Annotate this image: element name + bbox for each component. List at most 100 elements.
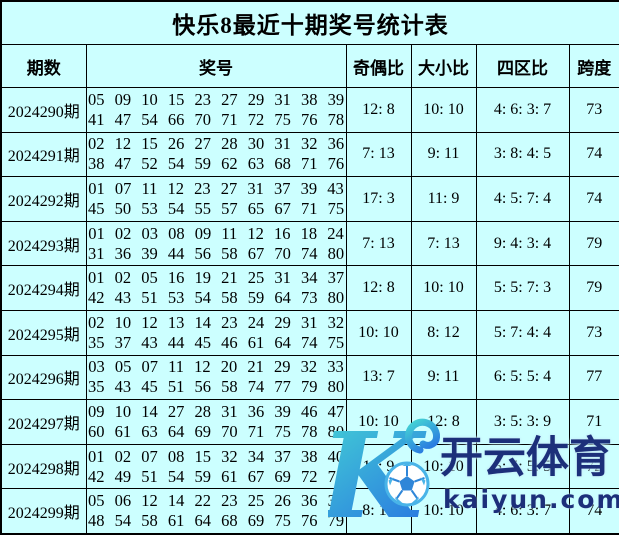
numbers-line-1: 01 07 11 12 23 27 31 37 39 43	[88, 178, 344, 198]
zone-ratio-cell: 4: 6: 3: 7	[475, 488, 570, 535]
table-row: 2024291期 02 12 15 26 27 28 30 31 32 36 3…	[0, 131, 619, 178]
big-small-cell: 8: 12	[410, 309, 477, 356]
odd-even-cell: 12: 8	[345, 87, 412, 133]
numbers-line-1: 05 09 10 15 23 27 29 31 38 39	[87, 89, 345, 109]
numbers-line-1: 09 10 14 27 28 31 36 39 46 47	[87, 401, 345, 421]
span-cell: 79	[568, 265, 619, 311]
page-title: 快乐8最近十期奖号统计表	[0, 0, 619, 45]
numbers-line-2: 41 47 54 66 70 71 72 75 76 78	[87, 109, 345, 129]
period-cell: 2024293期	[0, 220, 87, 267]
title-row: 快乐8最近十期奖号统计表	[0, 0, 619, 45]
odd-even-cell: 7: 13	[345, 220, 412, 267]
big-small-cell: 10: 10	[410, 488, 477, 535]
odd-even-cell: 11: 9	[345, 443, 412, 490]
odd-even-cell: 8: 12	[345, 488, 412, 535]
span-cell: 77	[568, 354, 619, 401]
big-small-cell: 10: 10	[410, 443, 477, 490]
period-cell: 2024290期	[0, 87, 87, 133]
numbers-cell: 09 10 14 27 28 31 36 39 46 47 60 61 63 6…	[85, 399, 347, 445]
period-cell: 2024291期	[0, 131, 87, 178]
period-cell: 2024299期	[0, 488, 87, 535]
numbers-line-2: 31 36 39 44 56 58 67 70 74 80	[87, 243, 345, 263]
big-small-cell: 10: 10	[410, 87, 477, 133]
numbers-line-2: 35 37 43 44 45 46 61 64 74 75	[87, 332, 345, 352]
odd-even-cell: 13: 7	[345, 354, 412, 401]
numbers-cell: 02 10 12 13 14 23 24 29 31 32 35 37 43 4…	[85, 309, 347, 356]
span-cell: 73	[568, 87, 619, 133]
table-row: 2024292期 01 07 11 12 23 27 31 37 39 43 4…	[0, 176, 619, 222]
numbers-cell: 05 09 10 15 23 27 29 31 38 39 41 47 54 6…	[85, 87, 347, 133]
span-cell: 72	[568, 443, 619, 490]
numbers-line-1: 01 02 07 08 15 32 34 37 38 40	[87, 446, 345, 466]
span-cell: 71	[568, 399, 619, 445]
odd-even-cell: 12: 8	[345, 265, 412, 311]
table-row: 2024290期 05 09 10 15 23 27 29 31 38 39 4…	[0, 87, 619, 133]
big-small-cell: 12: 8	[410, 399, 477, 445]
big-small-cell: 10: 10	[410, 265, 477, 311]
big-small-cell: 7: 13	[410, 220, 477, 267]
numbers-line-1: 01 02 05 16 19 21 25 31 34 37	[87, 268, 345, 288]
table-row: 2024295期 02 10 12 13 14 23 24 29 31 32 3…	[0, 309, 619, 356]
span-cell: 73	[568, 309, 619, 356]
big-small-cell: 9: 11	[410, 131, 477, 178]
numbers-line-2: 35 43 45 51 56 58 74 77 79 80	[87, 377, 345, 397]
column-header-span: 跨度	[568, 44, 619, 88]
zone-ratio-cell: 6: 5: 5: 4	[475, 354, 570, 401]
table-row: 2024299期 05 06 12 14 22 23 25 26 36 39 4…	[0, 488, 619, 535]
column-header-big-small: 大小比	[410, 44, 477, 88]
column-header-numbers: 奖号	[85, 44, 347, 88]
table-row: 2024296期 03 05 07 11 12 20 21 29 32 33 3…	[0, 354, 619, 401]
numbers-cell: 05 06 12 14 22 23 25 26 36 39 48 54 58 6…	[85, 488, 347, 535]
numbers-cell: 01 02 03 08 09 11 12 16 18 24 31 36 39 4…	[85, 220, 347, 267]
odd-even-cell: 7: 13	[345, 131, 412, 178]
period-cell: 2024295期	[0, 309, 87, 356]
numbers-line-2: 38 47 52 54 59 62 63 68 71 76	[87, 154, 345, 174]
numbers-cell: 03 05 07 11 12 20 21 29 32 33 35 43 45 5…	[85, 354, 347, 401]
period-cell: 2024296期	[0, 354, 87, 401]
numbers-line-1: 05 06 12 14 22 23 25 26 36 39	[87, 491, 345, 511]
header-row: 期数 奖号 奇偶比 大小比 四区比 跨度	[0, 44, 619, 88]
numbers-line-1: 02 10 12 13 14 23 24 29 31 32	[87, 312, 345, 332]
numbers-cell: 02 12 15 26 27 28 30 31 32 36 38 47 52 5…	[85, 131, 347, 178]
zone-ratio-cell: 9: 4: 3: 4	[475, 220, 570, 267]
span-cell: 74	[568, 176, 619, 222]
numbers-line-1: 02 12 15 26 27 28 30 31 32 36	[87, 134, 345, 154]
span-cell: 79	[568, 220, 619, 267]
numbers-line-2: 48 54 58 61 64 68 69 75 76 79	[87, 511, 345, 531]
zone-ratio-cell: 4: 6: 3: 7	[475, 87, 570, 133]
table-row: 2024293期 01 02 03 08 09 11 12 16 18 24 3…	[0, 220, 619, 267]
numbers-line-2: 60 61 63 64 69 70 71 75 78 80	[87, 421, 345, 441]
odd-even-cell: 10: 10	[345, 399, 412, 445]
column-header-period: 期数	[0, 44, 87, 88]
period-cell: 2024297期	[0, 399, 87, 445]
period-cell: 2024294期	[0, 265, 87, 311]
zone-ratio-cell: 5: 7: 4: 4	[475, 309, 570, 356]
table-row: 2024294期 01 02 05 16 19 21 25 31 34 37 4…	[0, 265, 619, 311]
numbers-line-2: 42 43 51 53 54 58 59 64 73 80	[87, 288, 345, 308]
numbers-line-2: 42 49 51 54 59 61 67 69 72 73	[87, 466, 345, 486]
numbers-line-1: 01 02 03 08 09 11 12 16 18 24	[88, 223, 344, 243]
numbers-line-2: 45 50 53 54 55 57 65 67 71 75	[87, 198, 345, 218]
zone-ratio-cell: 4: 5: 7: 4	[475, 176, 570, 222]
zone-ratio-cell: 5: 5: 7: 3	[475, 265, 570, 311]
span-cell: 74	[568, 131, 619, 178]
big-small-cell: 11: 9	[410, 176, 477, 222]
span-cell: 74	[568, 488, 619, 535]
table-row: 2024297期 09 10 14 27 28 31 36 39 46 47 6…	[0, 399, 619, 445]
odd-even-cell: 10: 10	[345, 309, 412, 356]
numbers-cell: 01 02 05 16 19 21 25 31 34 37 42 43 51 5…	[85, 265, 347, 311]
table-row: 2024298期 01 02 07 08 15 32 34 37 38 40 4…	[0, 443, 619, 490]
period-cell: 2024298期	[0, 443, 87, 490]
zone-ratio-cell: 3: 5: 3: 9	[475, 399, 570, 445]
big-small-cell: 9: 11	[410, 354, 477, 401]
period-cell: 2024292期	[0, 176, 87, 222]
zone-ratio-cell: 3: 8: 4: 5	[475, 131, 570, 178]
column-header-odd-even: 奇偶比	[345, 44, 412, 88]
zone-ratio-cell: 5: 5: 5: 5	[475, 443, 570, 490]
odd-even-cell: 17: 3	[345, 176, 412, 222]
numbers-line-1: 03 05 07 11 12 20 21 29 32 33	[88, 357, 344, 377]
numbers-cell: 01 07 11 12 23 27 31 37 39 43 45 50 53 5…	[85, 176, 347, 222]
column-header-zone: 四区比	[475, 44, 570, 88]
